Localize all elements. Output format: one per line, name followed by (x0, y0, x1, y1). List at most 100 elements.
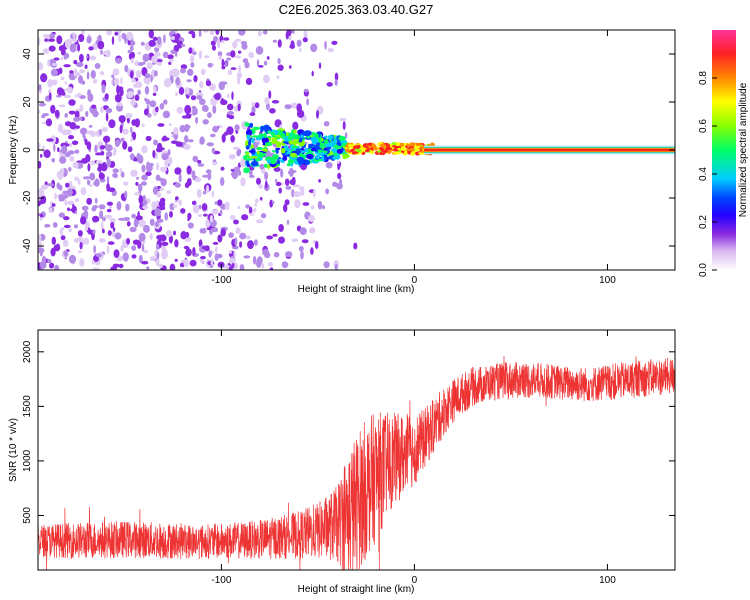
noise-speckle (75, 62, 84, 68)
noise-speckle (154, 70, 158, 77)
noise-speckle (74, 94, 80, 98)
noise-speckle (232, 146, 240, 150)
noise-speckle (212, 105, 217, 114)
noise-speckle (79, 241, 83, 250)
noise-speckle (105, 107, 113, 114)
noise-speckle (234, 124, 240, 131)
noise-speckle (310, 43, 318, 53)
noise-speckle (125, 203, 130, 212)
noise-speckle (69, 155, 75, 162)
noise-speckle (211, 191, 215, 198)
noise-speckle (122, 128, 129, 135)
noise-speckle (261, 263, 265, 269)
noise-speckle (79, 116, 83, 121)
noise-speckle (46, 183, 55, 187)
noise-speckle (86, 179, 91, 186)
noise-speckle (257, 184, 264, 189)
noise-speckle (257, 30, 262, 37)
noise-speckle (192, 155, 199, 163)
noise-speckle (233, 250, 236, 258)
noise-speckle (191, 170, 196, 179)
noise-speckle (310, 247, 314, 255)
noise-speckle (67, 207, 70, 212)
tone-blob (381, 148, 385, 153)
carrier-blob (267, 164, 271, 170)
noise-speckle (67, 188, 73, 197)
noise-speckle (275, 181, 282, 187)
noise-speckle (79, 106, 84, 112)
noise-speckle (82, 176, 91, 180)
noise-speckle (151, 62, 156, 65)
noise-speckle (239, 232, 247, 240)
noise-speckle (277, 64, 284, 71)
noise-speckle (192, 107, 198, 116)
noise-speckle (332, 181, 338, 187)
noise-speckle (154, 47, 160, 53)
noise-speckle (244, 61, 250, 69)
noise-speckle (210, 40, 216, 46)
noise-speckle (237, 75, 241, 85)
carrier-blob (288, 159, 295, 164)
noise-speckle (112, 168, 119, 173)
noise-speckle (38, 102, 46, 107)
noise-speckle (231, 91, 234, 100)
noise-speckle (54, 264, 60, 270)
carrier-blob (285, 132, 289, 136)
noise-speckle (39, 213, 44, 218)
noise-speckle (155, 244, 160, 250)
noise-speckle (191, 200, 197, 206)
noise-speckle (303, 88, 309, 93)
noise-speckle (116, 201, 122, 211)
noise-speckle (188, 47, 193, 54)
tone-blob (397, 147, 401, 151)
noise-speckle (185, 248, 192, 257)
noise-speckle (43, 48, 50, 54)
noise-speckle (81, 80, 86, 85)
noise-speckle (137, 89, 142, 96)
noise-speckle (189, 55, 195, 63)
y-tick-label: 1500 (22, 395, 33, 418)
noise-speckle (283, 203, 288, 213)
noise-speckle (127, 49, 132, 54)
noise-speckle (85, 154, 91, 163)
noise-speckle (230, 135, 235, 143)
noise-speckle (191, 32, 196, 39)
noise-speckle (123, 217, 131, 221)
noise-speckle (100, 151, 105, 156)
noise-speckle (40, 73, 48, 83)
noise-speckle (310, 205, 315, 210)
noise-speckle (292, 121, 299, 130)
carrier-blob (297, 139, 303, 143)
noise-speckle (104, 214, 112, 219)
noise-speckle (209, 30, 215, 36)
noise-speckle (245, 77, 253, 85)
noise-speckle (262, 30, 268, 35)
noise-speckle (331, 40, 338, 46)
noise-speckle (334, 72, 339, 82)
noise-speckle (184, 87, 190, 95)
noise-speckle (207, 112, 212, 119)
noise-speckle (217, 38, 221, 47)
noise-speckle (39, 250, 43, 257)
noise-speckle (233, 166, 241, 173)
chart-title: C2E6.2025.363.03.40.G27 (279, 2, 434, 17)
noise-speckle (156, 192, 162, 198)
noise-speckle (284, 104, 292, 110)
noise-speckle (42, 113, 49, 117)
noise-speckle (135, 215, 143, 221)
noise-speckle (135, 181, 139, 186)
noise-speckle (299, 227, 307, 236)
carrier-blob (250, 144, 254, 149)
noise-speckle (47, 79, 53, 88)
noise-speckle (120, 77, 123, 85)
tone-blob (403, 151, 408, 156)
noise-speckle (179, 124, 186, 133)
noise-speckle (85, 55, 89, 58)
noise-speckle (92, 229, 96, 235)
snr-x-axis-label: Height of straight line (km) (298, 584, 415, 595)
noise-speckle (156, 162, 160, 171)
noise-speckle (131, 254, 137, 259)
noise-speckle (47, 59, 50, 67)
carrier-blob (332, 140, 337, 146)
